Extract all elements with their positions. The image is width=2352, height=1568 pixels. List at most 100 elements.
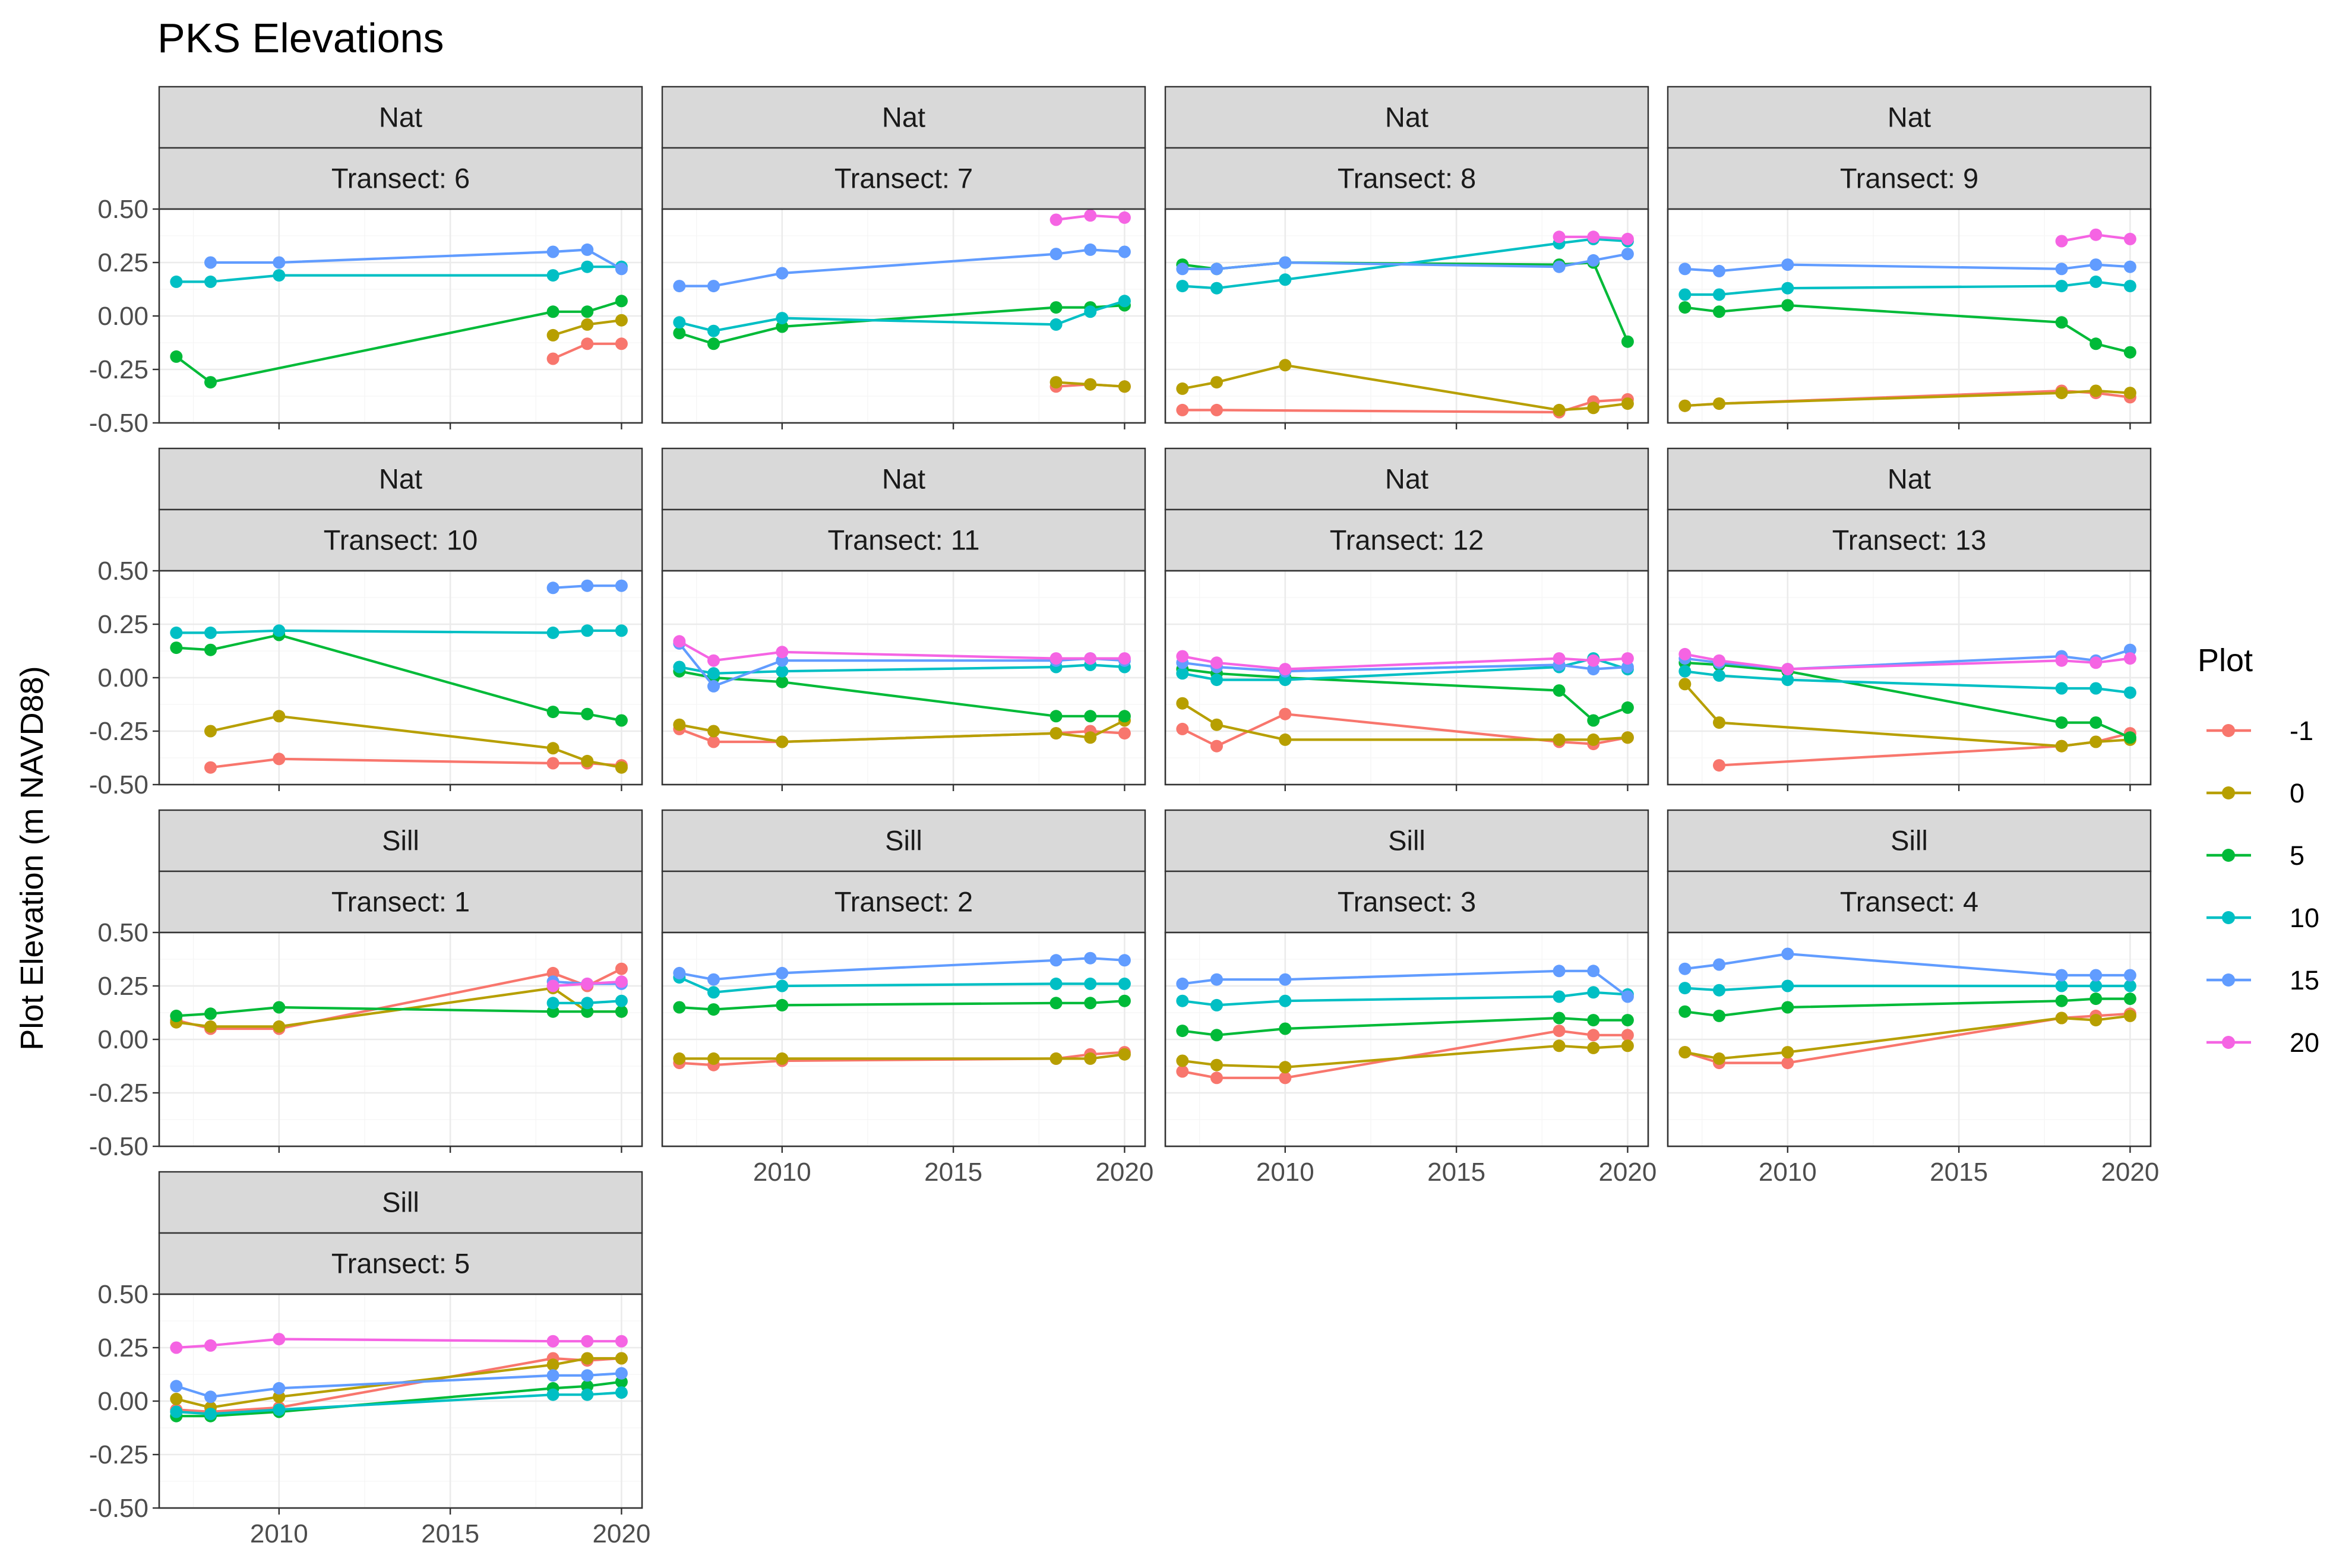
data-point [170, 1009, 183, 1022]
strip-group-box [1667, 447, 2152, 511]
data-point [2123, 1009, 2136, 1022]
data-point [1279, 359, 1292, 372]
data-point [2123, 643, 2136, 656]
data-point [1176, 1054, 1189, 1067]
data-point [1621, 397, 1634, 410]
data-point [1210, 1071, 1223, 1085]
facet-panel: Nat Transect: 9 [1667, 86, 2152, 429]
strip-transect-box [158, 508, 643, 572]
strip-group-label: Nat [1385, 102, 1428, 133]
data-point [615, 1376, 628, 1389]
data-point [1553, 1025, 1566, 1038]
strip-group-box [1667, 86, 2152, 149]
data-point [204, 275, 217, 288]
strip-group-label: Nat [379, 102, 422, 133]
data-point [1118, 954, 1131, 967]
data-point [2123, 232, 2136, 245]
data-point [1781, 1057, 1794, 1070]
data-point [615, 962, 628, 975]
data-point [2089, 275, 2103, 288]
data-point [707, 986, 720, 999]
data-point [1553, 965, 1566, 978]
facet-panel: Nat Transect: 10 0.50 0.25 0.00 -0.25 -0.50 [89, 447, 643, 799]
data-point [1118, 710, 1131, 723]
data-point [581, 243, 594, 256]
data-point [1279, 733, 1292, 746]
data-point [1712, 264, 1725, 277]
data-point [273, 1403, 286, 1416]
data-point [1049, 710, 1063, 723]
legend-item-0: 0 [2206, 778, 2304, 808]
data-point [170, 626, 183, 639]
data-point [673, 327, 686, 340]
data-point [2055, 1011, 2068, 1025]
data-point [1553, 230, 1566, 244]
data-point [1712, 288, 1725, 301]
data-point [707, 735, 720, 748]
data-point [1712, 1009, 1725, 1022]
data-point [273, 1390, 286, 1403]
strip-transect-label: Transect: 2 [834, 886, 973, 918]
data-point [2089, 384, 2103, 397]
data-point [615, 314, 628, 327]
data-point [2123, 992, 2136, 1006]
data-point [581, 1335, 594, 1348]
facet-panel: Sill Transect: 3 2010 2015 2020 [1164, 809, 1656, 1187]
data-point [1553, 652, 1566, 665]
legend-key-point [2222, 911, 2235, 924]
data-point [776, 735, 789, 748]
data-point [1587, 663, 1600, 676]
data-point [546, 1005, 559, 1018]
data-point [2055, 994, 2068, 1007]
strip-transect-box [1667, 508, 2152, 572]
data-point [581, 1369, 594, 1382]
data-point [1084, 305, 1097, 318]
data-point [1118, 245, 1131, 258]
strip-transect-box [1164, 508, 1649, 572]
data-point [1553, 260, 1566, 273]
strip-group-label: Sill [1891, 825, 1928, 856]
facet-panel: Nat Transect: 6 0.50 0.25 0.00 -0.25 -0.50 [89, 86, 643, 438]
data-point [2089, 969, 2103, 982]
data-point [581, 707, 594, 720]
data-point [776, 665, 789, 678]
data-point [673, 966, 686, 979]
data-point [1587, 1041, 1600, 1054]
strip-transect-box [158, 147, 643, 210]
data-point [776, 320, 789, 333]
legend-label: 0 [2290, 778, 2304, 808]
data-point [273, 1020, 286, 1033]
data-point [170, 1392, 183, 1405]
facet-panel: Sill Transect: 2 2010 2015 2020 [661, 809, 1153, 1187]
data-point [204, 1020, 217, 1033]
strip-transect-label: Transect: 11 [828, 524, 980, 556]
data-point [1678, 263, 1692, 276]
data-point [1084, 1052, 1097, 1065]
strip-group-label: Sill [885, 825, 922, 856]
data-point [2089, 682, 2103, 695]
data-point [1678, 301, 1692, 314]
data-point [1553, 1039, 1566, 1052]
data-point [1084, 209, 1097, 222]
data-point [1279, 1071, 1292, 1085]
legend: Plot -1 0 5 10 15 20 [2198, 643, 2319, 1058]
y-tick-label: 0.00 [97, 302, 148, 331]
data-point [776, 312, 789, 325]
strip-transect-label: Transect: 9 [1840, 163, 1978, 194]
data-point [546, 757, 559, 770]
data-point [615, 1352, 628, 1365]
data-point [581, 997, 594, 1010]
data-point [1210, 718, 1223, 731]
strip-transect-label: Transect: 7 [834, 163, 973, 194]
data-point [546, 742, 559, 755]
data-point [1678, 678, 1692, 691]
data-point [1712, 669, 1725, 682]
data-point [1049, 652, 1063, 665]
y-tick-label: -0.25 [89, 1079, 148, 1108]
x-tick-label: 2020 [1095, 1158, 1153, 1187]
data-point [1049, 318, 1063, 331]
data-point [1587, 254, 1600, 267]
data-point [1176, 280, 1189, 293]
data-point [581, 305, 594, 318]
data-point [1678, 982, 1692, 995]
